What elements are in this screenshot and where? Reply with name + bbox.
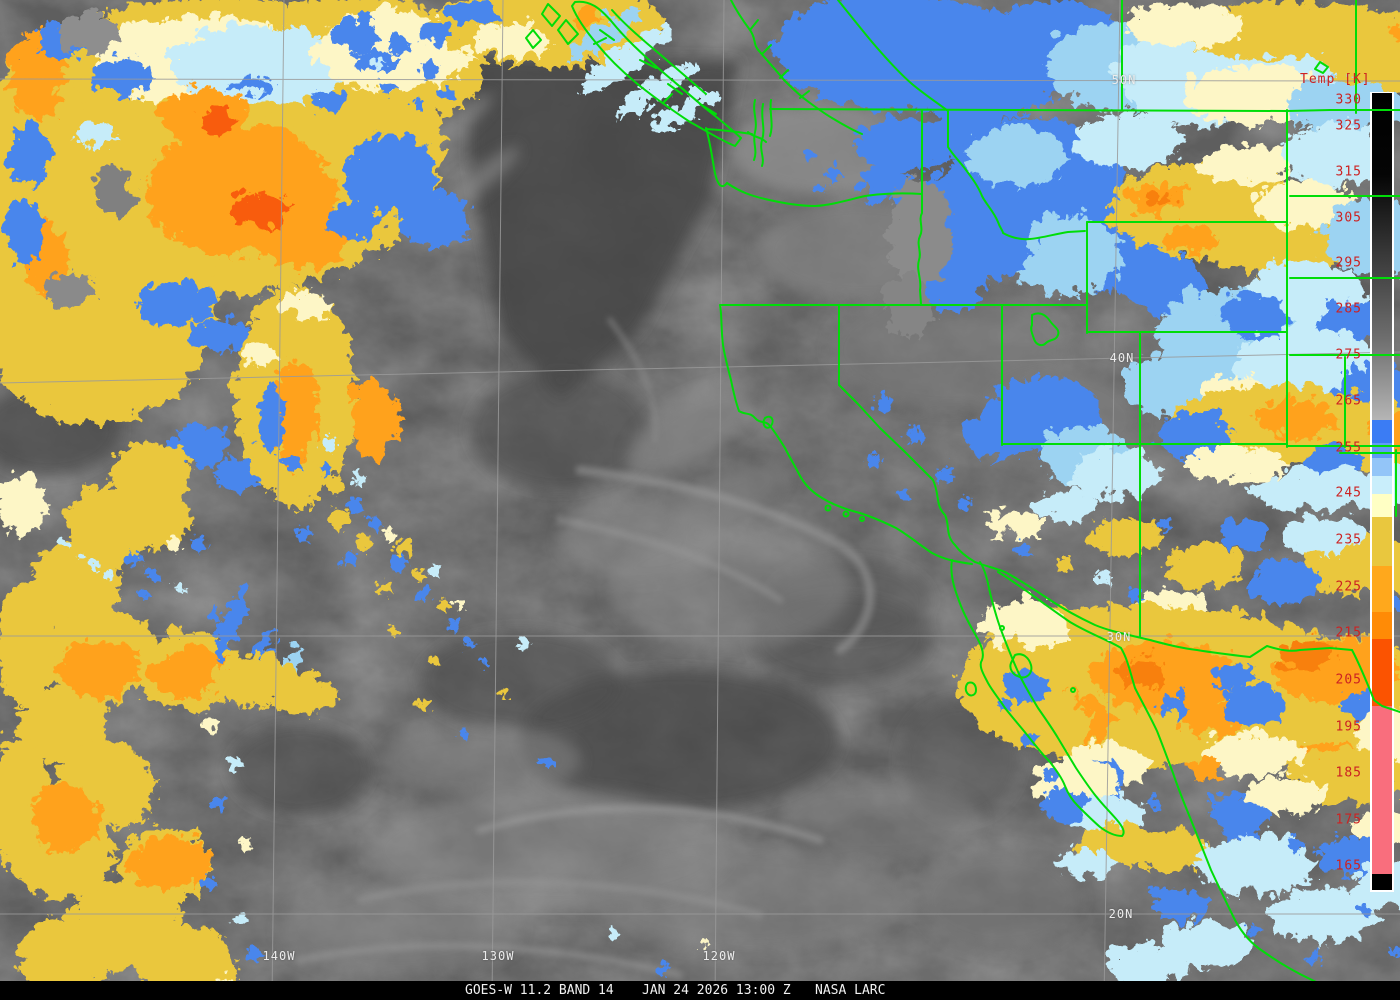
dark-cloud-free-zones — [0, 55, 1020, 820]
temp-tick: 255 — [1335, 440, 1362, 456]
colorbar-segment — [1372, 639, 1392, 706]
colorbar-segment — [1372, 458, 1392, 476]
lon-label: 130W — [481, 949, 515, 963]
state-borders — [525, 0, 1363, 1000]
temp-tick: 265 — [1335, 393, 1362, 409]
colorbar-segment — [1372, 476, 1392, 494]
lon-label: 120W — [702, 949, 736, 963]
temp-tick: 175 — [1335, 812, 1362, 828]
colorbar-segment — [1372, 517, 1392, 566]
temp-tick: 305 — [1335, 210, 1362, 226]
temp-tick: 295 — [1335, 255, 1362, 271]
lon-label: 140W — [262, 949, 296, 963]
temp-tick: 195 — [1335, 719, 1362, 735]
temp-tick: 245 — [1335, 485, 1362, 501]
colorbar-segment — [1372, 612, 1392, 639]
lat-label: 20N — [1108, 907, 1134, 921]
lat-label: 50N — [1111, 73, 1137, 87]
temp-tick: 285 — [1335, 301, 1362, 317]
temp-tick: 185 — [1335, 765, 1362, 781]
temp-tick: 325 — [1335, 118, 1362, 134]
colorbar-segment — [1372, 93, 1392, 420]
colorbar-segment — [1372, 443, 1392, 458]
colorbar-segment — [1372, 706, 1392, 874]
temp-tick: 165 — [1335, 858, 1362, 874]
temp-tick: 225 — [1335, 579, 1362, 595]
caption-credit: NASA LARC — [815, 983, 886, 998]
temp-tick: 330 — [1335, 92, 1362, 108]
caption-bar: GOES-W 11.2 BAND 14 JAN 24 2026 13:00 Z … — [0, 981, 1400, 1000]
caption-datetime: JAN 24 2026 13:00 Z — [642, 983, 791, 998]
colorbar-segment — [1372, 566, 1392, 612]
colorbar-segment — [1372, 494, 1392, 517]
temp-colorbar — [1370, 92, 1394, 892]
temp-tick: 205 — [1335, 672, 1362, 688]
temp-tick: 275 — [1335, 347, 1362, 363]
colorbar-segment — [1372, 420, 1392, 443]
lat-label: 30N — [1106, 630, 1132, 644]
temp-scale-title: Temp [K] — [1300, 72, 1371, 87]
temp-tick: 235 — [1335, 532, 1362, 548]
cloud-swirl-streaks — [296, 317, 875, 979]
colorbar-segment — [1372, 874, 1392, 890]
caption-product: GOES-W 11.2 BAND 14 — [465, 983, 614, 998]
temp-tick: 215 — [1335, 625, 1362, 641]
lat-label: 40N — [1109, 351, 1135, 365]
temp-tick: 315 — [1335, 164, 1362, 180]
